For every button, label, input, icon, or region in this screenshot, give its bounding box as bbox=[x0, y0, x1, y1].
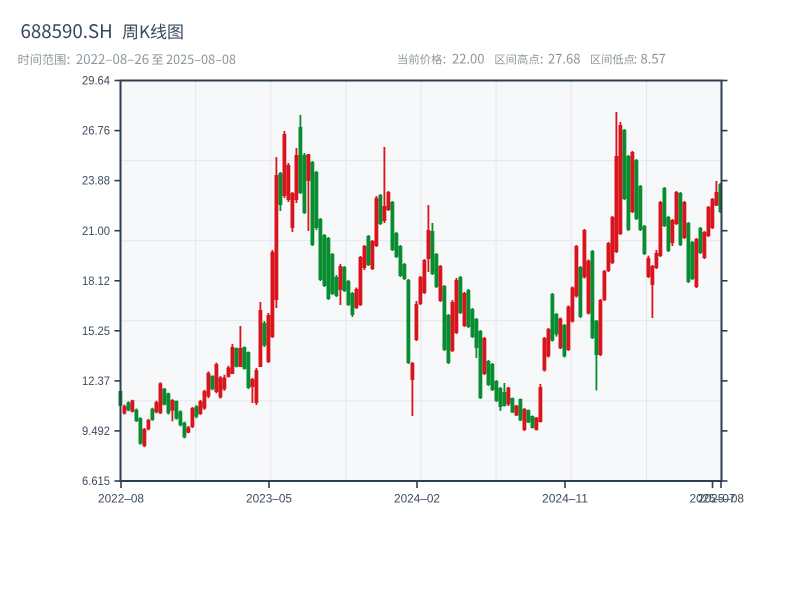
svg-text:29.64: 29.64 bbox=[82, 76, 111, 88]
svg-text:26.76: 26.76 bbox=[82, 126, 110, 138]
svg-text:15.25: 15.25 bbox=[82, 326, 110, 338]
svg-text:9.492: 9.492 bbox=[82, 426, 110, 438]
svg-text:23.88: 23.88 bbox=[82, 176, 110, 188]
svg-text:6.615: 6.615 bbox=[82, 476, 110, 488]
svg-text:2022–08: 2022–08 bbox=[98, 492, 144, 506]
svg-text:2024–02: 2024–02 bbox=[394, 492, 440, 506]
svg-text:2025–07: 2025–07 bbox=[690, 492, 736, 506]
svg-text:2024–11: 2024–11 bbox=[542, 492, 588, 506]
svg-text:2025–08: 2025–08 bbox=[698, 492, 744, 506]
svg-text:2023–05: 2023–05 bbox=[246, 492, 292, 506]
svg-text:12.37: 12.37 bbox=[82, 376, 110, 388]
svg-text:21.00: 21.00 bbox=[82, 226, 110, 238]
svg-text:18.12: 18.12 bbox=[82, 276, 110, 288]
